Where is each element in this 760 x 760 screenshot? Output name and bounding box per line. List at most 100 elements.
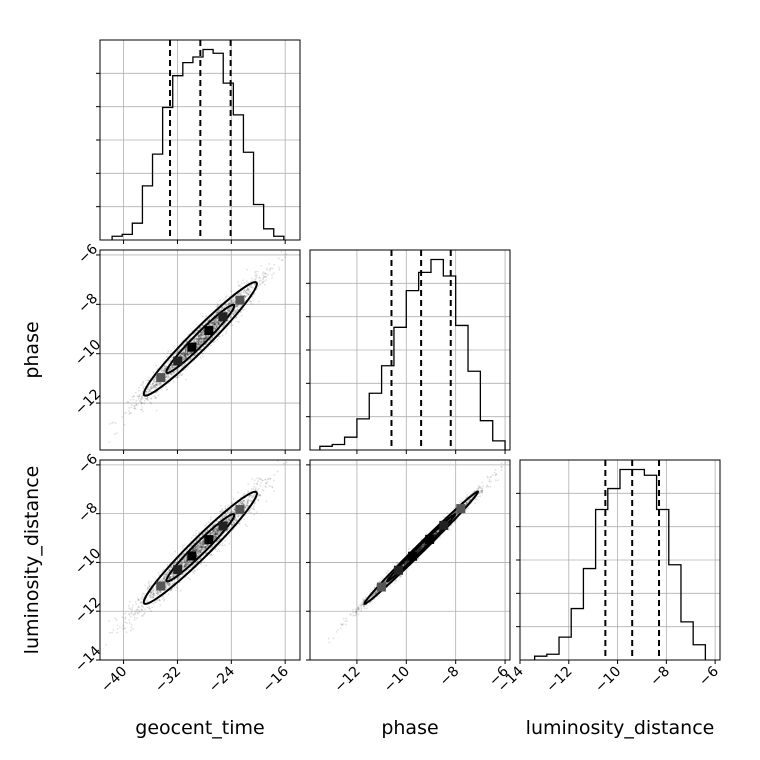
sample-point — [250, 280, 253, 283]
sample-point — [255, 277, 257, 280]
sample-point — [200, 334, 203, 337]
sample-point — [214, 333, 217, 336]
sample-point — [156, 592, 159, 595]
sample-point — [237, 321, 240, 323]
sample-point — [199, 551, 202, 554]
sample-point — [167, 583, 170, 586]
sample-point — [204, 545, 207, 548]
sample-point — [216, 530, 219, 533]
sample-point — [199, 336, 202, 339]
sample-point — [235, 309, 238, 312]
sample-point — [125, 631, 128, 634]
sample-point — [174, 370, 177, 373]
sample-point — [242, 494, 245, 497]
sample-point — [219, 504, 222, 507]
sample-point — [181, 572, 184, 575]
sample-point — [184, 347, 187, 349]
sample-point — [205, 552, 208, 555]
sample-point — [201, 533, 204, 536]
sample-point — [199, 558, 201, 561]
sample-point — [170, 365, 173, 368]
sample-point — [184, 353, 187, 355]
sample-point — [184, 353, 186, 356]
sample-point — [250, 302, 253, 305]
sample-point — [192, 534, 195, 537]
sample-point — [169, 367, 172, 370]
sample-point — [235, 517, 238, 520]
sample-point — [140, 605, 143, 607]
sample-point — [204, 343, 207, 346]
sample-point — [228, 519, 231, 522]
sample-point — [204, 546, 207, 549]
sample-point — [200, 340, 203, 343]
sample-point — [203, 338, 206, 341]
sample-point — [249, 494, 252, 497]
sample-point — [130, 412, 132, 415]
sample-point — [242, 503, 245, 506]
sample-point — [165, 366, 167, 369]
sample-point — [139, 401, 142, 403]
sample-point — [215, 325, 218, 327]
sample-point — [121, 416, 124, 418]
sample-point — [228, 310, 231, 313]
sample-point — [202, 543, 205, 546]
sample-point — [151, 606, 153, 609]
sample-point — [201, 534, 204, 537]
sample-point — [205, 564, 208, 567]
sample-point — [185, 556, 188, 559]
sample-point — [198, 543, 200, 546]
sample-point — [163, 600, 165, 602]
sample-point — [164, 574, 167, 576]
sample-point — [172, 575, 174, 578]
sample-point — [227, 309, 230, 312]
sample-point — [149, 390, 152, 393]
sample-point — [200, 338, 202, 341]
sample-point — [179, 352, 182, 355]
sample-point — [155, 384, 157, 387]
sample-point — [185, 351, 187, 354]
sample-point — [152, 386, 155, 389]
sample-point — [186, 353, 189, 355]
sample-point — [197, 550, 200, 553]
sample-point — [123, 412, 126, 415]
sample-point — [188, 351, 191, 354]
sample-point — [177, 349, 180, 352]
sample-point — [123, 627, 126, 630]
sample-point — [185, 340, 188, 343]
sample-point — [183, 565, 186, 568]
sample-point — [196, 346, 199, 349]
sample-point — [249, 285, 251, 288]
sample-point — [239, 501, 242, 504]
sample-point — [214, 323, 217, 326]
sample-point — [182, 564, 185, 566]
sample-point — [193, 549, 196, 552]
sample-point — [183, 565, 186, 568]
sample-point — [241, 502, 244, 505]
sample-point — [227, 518, 230, 521]
sample-point — [215, 317, 218, 320]
sample-point — [234, 317, 237, 319]
sample-point — [183, 358, 186, 361]
sample-point — [184, 348, 187, 351]
sample-point — [207, 346, 210, 349]
sample-point — [132, 628, 134, 631]
sample-point — [257, 495, 259, 498]
sample-point — [194, 549, 197, 552]
sample-point — [195, 545, 197, 548]
sample-point — [169, 569, 172, 571]
sample-point — [128, 413, 131, 416]
sample-point — [210, 316, 213, 319]
sample-point — [187, 354, 190, 357]
sample-point — [145, 397, 148, 400]
sample-point — [200, 331, 202, 334]
sample-point — [216, 325, 219, 327]
sample-point — [243, 281, 246, 284]
sample-point — [173, 562, 175, 565]
sample-point — [181, 352, 183, 355]
sample-point — [227, 302, 230, 305]
sample-point — [205, 523, 208, 526]
sample-point — [206, 336, 208, 339]
sample-point — [154, 577, 157, 580]
sample-point — [218, 329, 221, 332]
sample-point — [215, 533, 218, 536]
